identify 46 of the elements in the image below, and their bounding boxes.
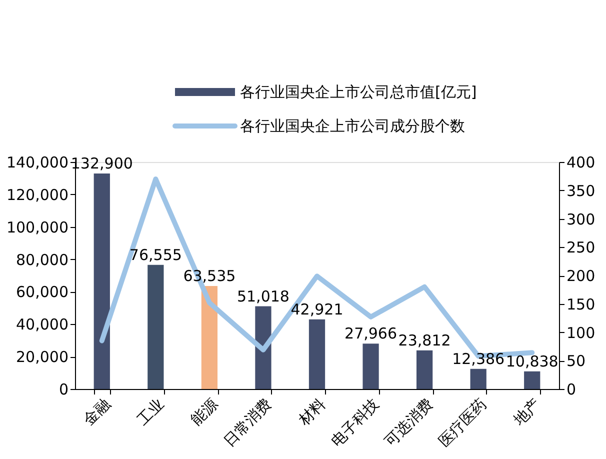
legend-label: 各行业国央企上市公司成分股个数 [240,117,465,135]
y2-tick-label: 400 [566,154,596,172]
legend-label: 各行业国央企上市公司总市值[亿元] [240,83,477,101]
x-tick-label: 可选消费 [381,395,436,450]
bar [308,319,326,389]
y-tick-label: 100,000 [6,218,68,236]
bar [148,264,164,389]
y-tick-label: 120,000 [6,186,68,204]
data-label: 27,966 [344,324,398,343]
data-label: 23,812 [398,331,451,350]
data-label: 63,535 [183,266,236,285]
x-tick-label: 电子科技 [327,395,383,450]
y2-tick-label: 50 [566,352,586,370]
y-tick-label: 0 [58,380,68,398]
x-tick-label: 能源 [187,395,222,430]
y2-tick-label: 300 [566,210,596,228]
data-label: 12,386 [452,350,505,368]
y2-tick-label: 200 [566,267,596,285]
y2-tick-label: 350 [566,182,596,200]
bar [470,368,486,389]
data-label: 132,900 [70,154,133,173]
data-label: 76,555 [129,246,182,264]
x-tick-label: 日常消费 [220,395,276,450]
y2-tick-label: 250 [566,238,596,257]
data-label: 51,018 [236,287,290,306]
y-tick-label: 80,000 [16,250,68,269]
y-tick-label: 60,000 [16,283,68,302]
y-tick-label: 20,000 [16,348,68,366]
bar [201,286,218,389]
x-tick-label: 工业 [134,395,168,430]
x-tick-label: 金融 [80,395,114,430]
y-tick-label: 40,000 [16,316,68,334]
bar [524,371,540,389]
y-tick-label: 140,000 [6,154,68,172]
y2-tick-label: 150 [566,295,596,314]
bar [255,306,272,389]
data-label: 10,838 [506,352,558,370]
x-tick-label: 医疗医药 [434,395,490,450]
y2-tick-label: 100 [566,324,596,342]
data-label: 42,921 [290,300,344,318]
y2-tick-label: 0 [566,380,576,398]
bar [416,350,433,389]
x-tick-label: 地产 [509,395,544,430]
bar [362,344,379,389]
bar [94,174,110,389]
x-tick-label: 材料 [294,395,329,430]
